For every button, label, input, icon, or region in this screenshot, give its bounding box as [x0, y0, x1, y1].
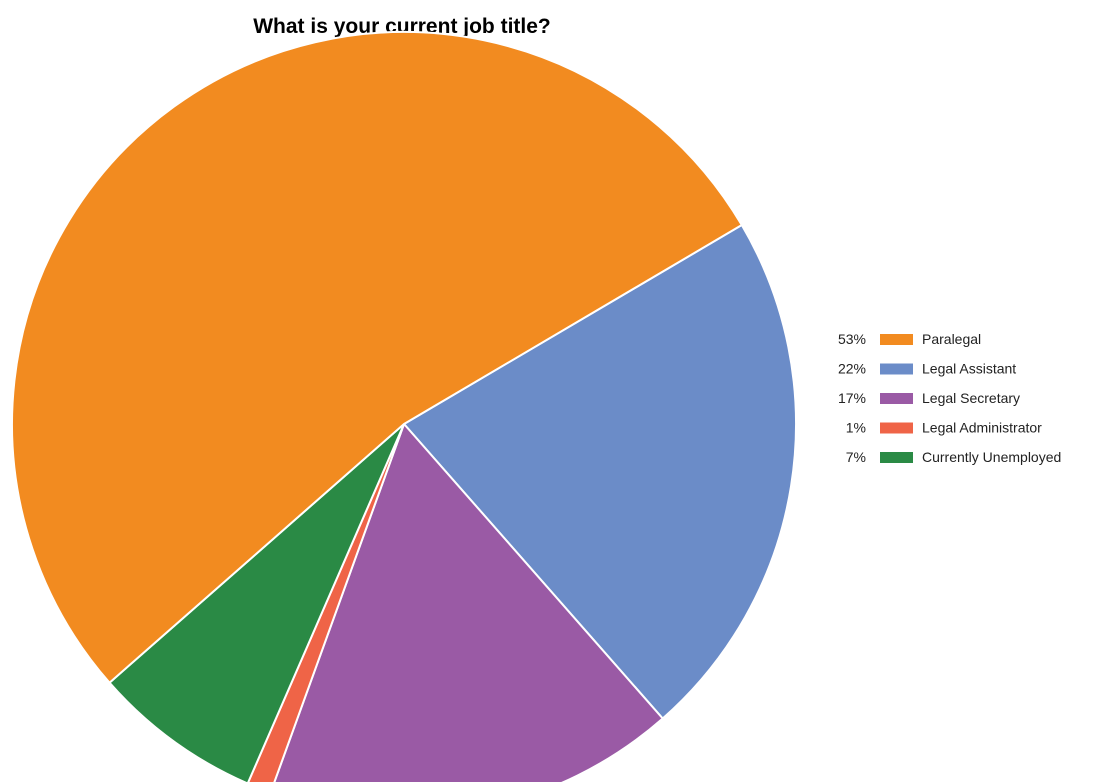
legend-percent-paralegal: 53% — [838, 331, 866, 347]
legend-swatch-currently-unemployed — [880, 452, 913, 463]
legend-swatch-legal-administrator — [880, 422, 913, 434]
legend-percent-legal-secretary: 17% — [838, 390, 866, 406]
chart-title: What is your current job title? — [253, 15, 551, 38]
legend-swatch-legal-assistant — [880, 363, 913, 375]
legend-label-legal-secretary: Legal Secretary — [922, 390, 1020, 406]
pie-slice-paralegal — [11, 31, 743, 684]
legend-percent-legal-administrator: 1% — [846, 420, 866, 436]
legend-percent-currently-unemployed: 7% — [846, 449, 866, 465]
legend-swatch-paralegal — [880, 334, 913, 345]
legend-percent-legal-assistant: 22% — [838, 361, 866, 377]
legend-swatch-legal-secretary — [880, 393, 913, 404]
legend: 53% Paralegal 22% Legal Assistant 17% Legal S… — [838, 331, 1061, 465]
legend-label-legal-assistant: Legal Assistant — [922, 361, 1016, 377]
legend-label-legal-administrator: Legal Administrator — [922, 420, 1042, 436]
legend-label-currently-unemployed: Currently Unemployed — [922, 449, 1061, 465]
legend-label-paralegal: Paralegal — [922, 331, 981, 347]
pie-slice-legal-secretary — [273, 423, 664, 782]
pie-slice-currently-unemployed — [108, 423, 405, 782]
pie-slices — [11, 31, 797, 782]
pie-slice-legal-assistant — [403, 224, 797, 720]
